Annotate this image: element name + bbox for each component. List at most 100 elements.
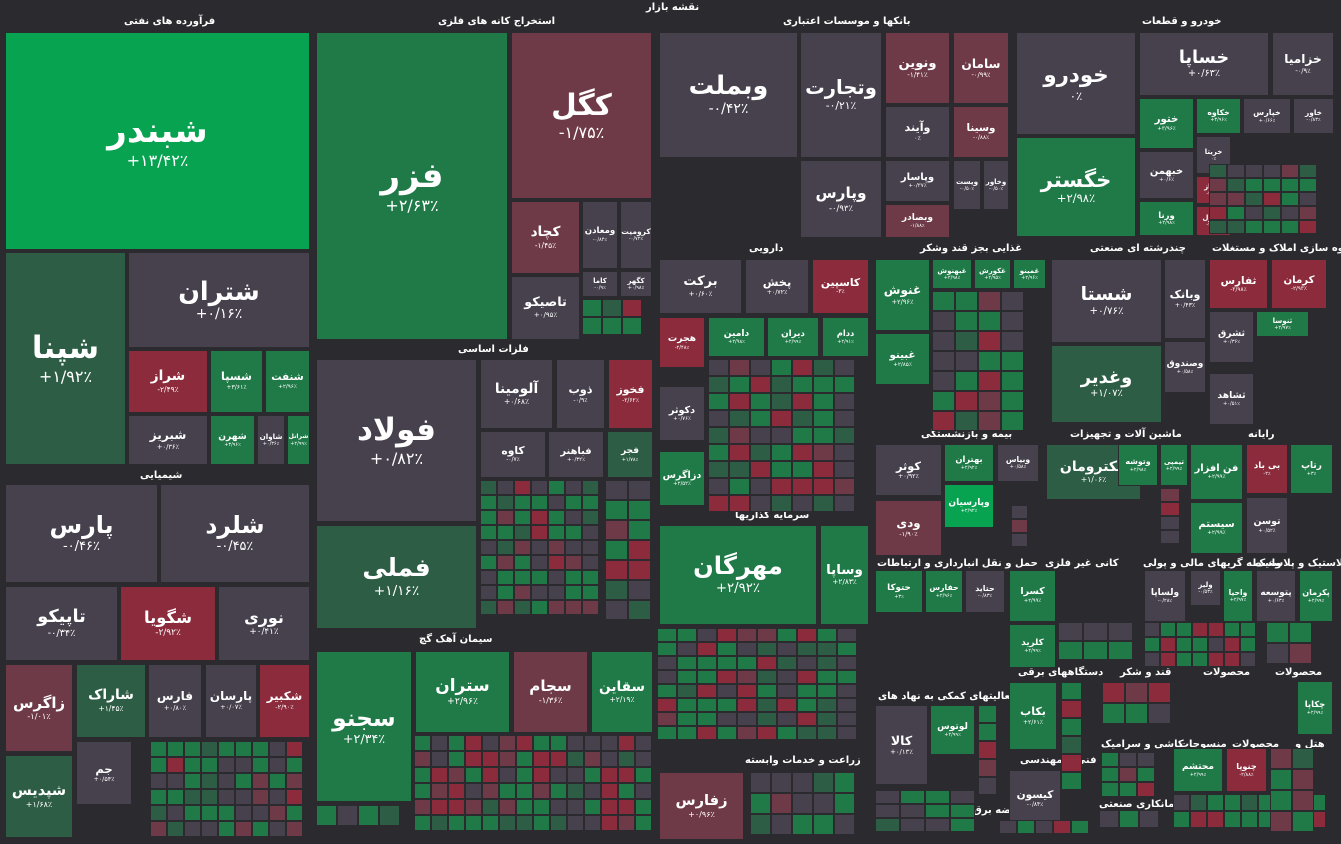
stock-tile-small[interactable] — [697, 712, 717, 726]
stock-tile-small[interactable] — [628, 500, 651, 520]
stock-tile-small[interactable] — [900, 804, 925, 818]
stock-tile-small[interactable] — [737, 642, 757, 656]
stock-tile-small[interactable] — [622, 317, 642, 335]
stock-tile[interactable]: شبندر +۱۳/۴۲٪ — [5, 32, 310, 250]
stock-tile-small[interactable] — [497, 585, 514, 600]
stock-tile-small[interactable] — [955, 351, 978, 371]
stock-tile-small[interactable] — [602, 299, 622, 317]
stock-tile-small[interactable] — [531, 525, 548, 540]
stock-tile-small[interactable] — [514, 600, 531, 615]
stock-tile-small[interactable] — [1061, 700, 1082, 718]
stock-tile[interactable]: چکاپا +۲/۹۹٪ — [1297, 681, 1333, 735]
stock-tile[interactable]: فخوز -۲/۶۲٪ — [608, 359, 653, 429]
stock-tile-small[interactable] — [771, 793, 792, 814]
stock-tile-small[interactable] — [1240, 652, 1256, 667]
stock-tile-small[interactable] — [978, 331, 1001, 351]
stock-tile-small[interactable] — [269, 805, 286, 821]
stock-tile-small[interactable] — [1245, 178, 1263, 192]
stock-tile-small[interactable] — [548, 600, 565, 615]
stock-tile-small[interactable] — [1102, 682, 1125, 703]
stock-tile-small[interactable] — [1207, 794, 1224, 811]
stock-tile-small[interactable] — [601, 783, 618, 799]
stock-tile-small[interactable] — [497, 495, 514, 510]
stock-tile-small[interactable] — [582, 495, 599, 510]
stock-tile-small[interactable] — [1263, 178, 1281, 192]
stock-tile-small[interactable] — [465, 751, 482, 767]
stock-tile-small[interactable] — [1281, 192, 1299, 206]
stock-tile-small[interactable] — [1209, 164, 1227, 178]
stock-tile-small[interactable] — [1224, 811, 1241, 828]
stock-tile-small[interactable] — [1240, 637, 1256, 652]
stock-tile[interactable]: زاگرس -۱/۰۱٪ — [5, 664, 73, 752]
stock-tile-small[interactable] — [1224, 794, 1241, 811]
stock-tile[interactable]: دیران +۲/۹۹٪ — [767, 317, 819, 357]
stock-tile-small[interactable] — [657, 726, 677, 740]
stock-tile-small[interactable] — [1137, 752, 1155, 767]
stock-tile-small[interactable] — [813, 359, 834, 376]
stock-tile-small[interactable] — [184, 821, 201, 837]
stock-tile-small[interactable] — [1266, 643, 1289, 664]
stock-tile-small[interactable] — [618, 767, 635, 783]
stock-tile-small[interactable] — [717, 712, 737, 726]
stock-tile[interactable]: فجر +۱/۷۸٪ — [607, 431, 653, 478]
stock-tile-small[interactable] — [431, 767, 448, 783]
stock-tile-small[interactable] — [150, 757, 167, 773]
stock-tile-small[interactable] — [834, 376, 855, 393]
stock-tile-small[interactable] — [448, 735, 465, 751]
stock-tile[interactable]: محتشم +۲/۹۹٪ — [1173, 748, 1223, 792]
stock-tile-small[interactable] — [777, 642, 797, 656]
stock-tile-small[interactable] — [1289, 622, 1312, 643]
stock-tile[interactable]: کلرید +۲/۹۹٪ — [1009, 624, 1056, 668]
stock-tile-small[interactable] — [497, 525, 514, 540]
stock-tile-small[interactable] — [1001, 291, 1024, 311]
stock-tile-small[interactable] — [708, 410, 729, 427]
stock-tile-small[interactable] — [582, 540, 599, 555]
stock-tile-small[interactable] — [605, 520, 628, 540]
stock-tile-small[interactable] — [708, 444, 729, 461]
stock-tile-small[interactable] — [925, 804, 950, 818]
stock-tile-small[interactable] — [729, 393, 750, 410]
stock-tile[interactable]: شپدیس +۱/۶۸٪ — [5, 755, 73, 838]
stock-tile-small[interactable] — [771, 495, 792, 512]
stock-tile-small[interactable] — [286, 757, 303, 773]
stock-tile[interactable]: آلومینا +۰/۶۸٪ — [480, 359, 553, 429]
stock-tile-small[interactable] — [817, 712, 837, 726]
stock-tile-small[interactable] — [584, 735, 601, 751]
stock-tile-small[interactable] — [750, 427, 771, 444]
stock-tile-small[interactable] — [717, 726, 737, 740]
stock-tile-small[interactable] — [499, 815, 516, 831]
stock-tile-small[interactable] — [448, 815, 465, 831]
stock-tile-small[interactable] — [465, 735, 482, 751]
stock-tile-small[interactable] — [635, 751, 652, 767]
stock-tile-small[interactable] — [932, 311, 955, 331]
stock-tile-small[interactable] — [252, 821, 269, 837]
stock-tile-small[interactable] — [286, 805, 303, 821]
stock-tile-small[interactable] — [1292, 790, 1314, 811]
stock-tile[interactable]: شکبیر -۲/۹۰٪ — [259, 664, 310, 738]
stock-tile[interactable]: غبهنوش +۲/۹۸٪ — [932, 259, 972, 289]
stock-tile-small[interactable] — [201, 757, 218, 773]
stock-tile-small[interactable] — [337, 805, 358, 826]
stock-tile-small[interactable] — [1224, 622, 1240, 637]
stock-tile[interactable]: وپارس -۰/۹۳٪ — [800, 160, 882, 238]
stock-tile-small[interactable] — [837, 656, 857, 670]
stock-tile-small[interactable] — [797, 712, 817, 726]
stock-tile-small[interactable] — [1224, 652, 1240, 667]
stock-tile-small[interactable] — [1299, 164, 1317, 178]
stock-tile-small[interactable] — [582, 570, 599, 585]
stock-tile-small[interactable] — [1160, 652, 1176, 667]
stock-tile-small[interactable] — [834, 478, 855, 495]
stock-tile-small[interactable] — [1227, 220, 1245, 234]
stock-tile-small[interactable] — [448, 799, 465, 815]
stock-tile-small[interactable] — [150, 741, 167, 757]
stock-tile-small[interactable] — [1224, 637, 1240, 652]
stock-tile-small[interactable] — [708, 376, 729, 393]
stock-tile-small[interactable] — [201, 773, 218, 789]
stock-tile-small[interactable] — [677, 670, 697, 684]
stock-tile-small[interactable] — [269, 773, 286, 789]
stock-tile-small[interactable] — [533, 783, 550, 799]
stock-tile[interactable]: دکوثر +۰/۷۶٪ — [659, 386, 705, 441]
stock-tile-small[interactable] — [235, 757, 252, 773]
stock-tile-small[interactable] — [628, 560, 651, 580]
stock-tile-small[interactable] — [792, 495, 813, 512]
